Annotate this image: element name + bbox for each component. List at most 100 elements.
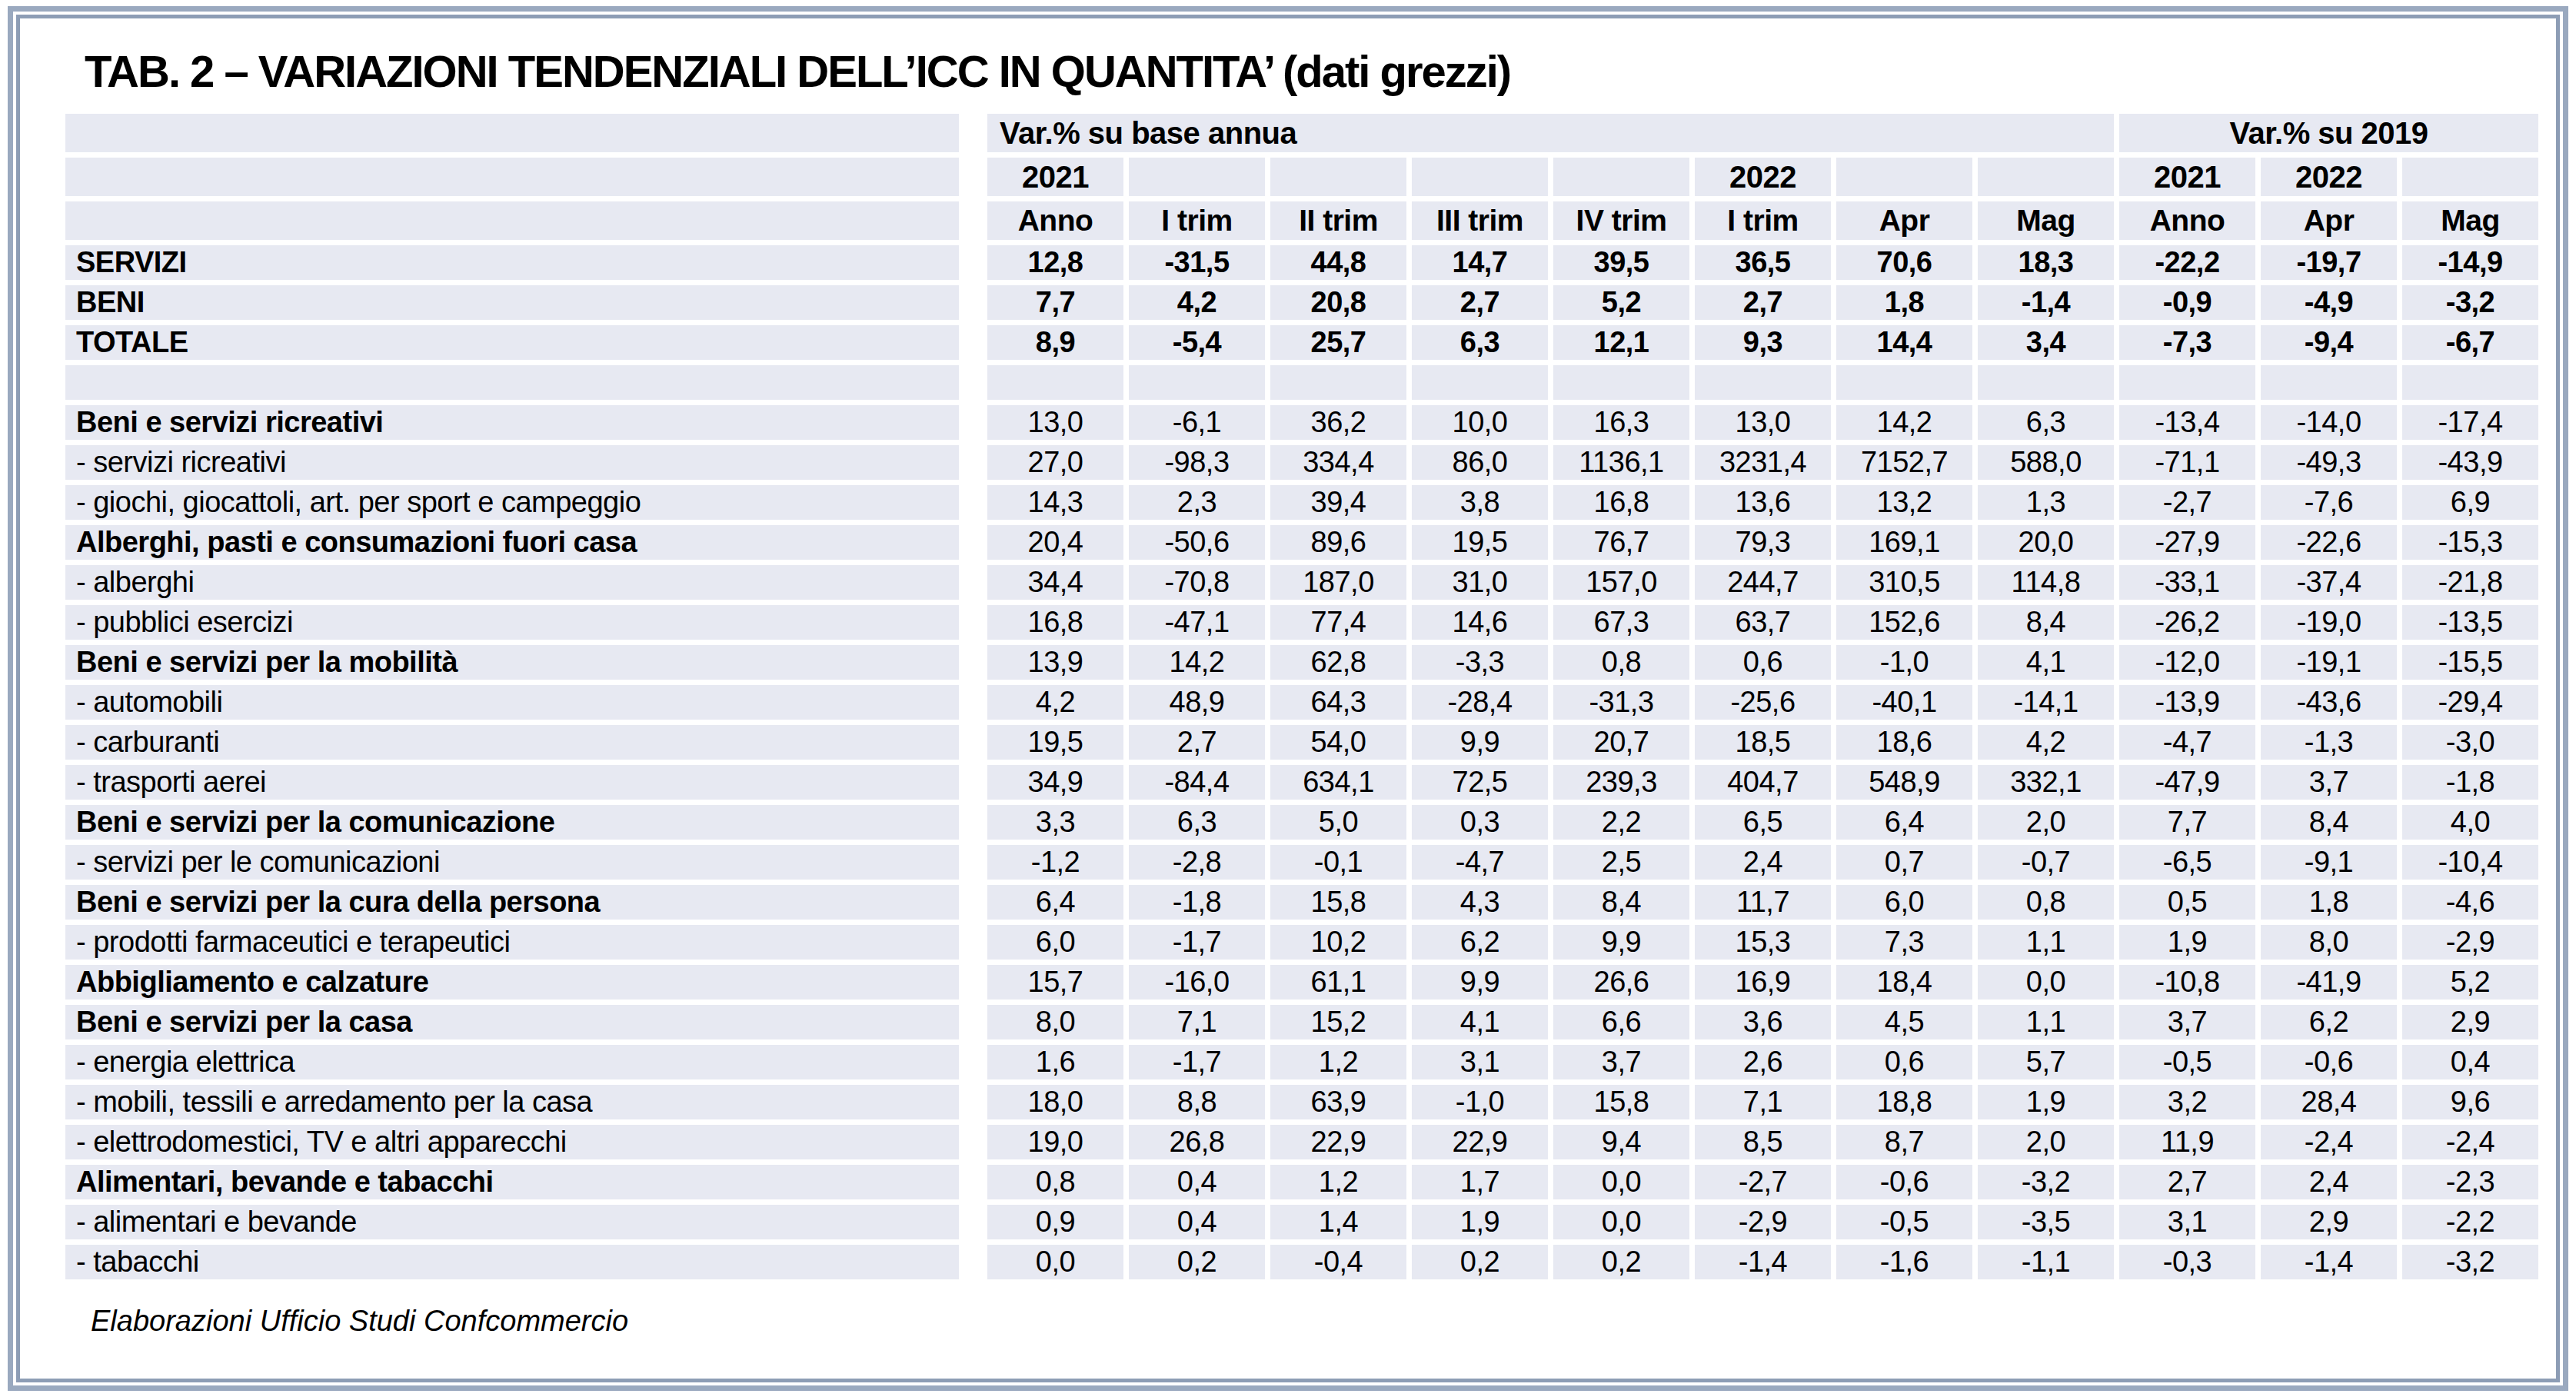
value-cell: 19,5 (1412, 525, 1548, 560)
value-cell: 63,9 (1270, 1085, 1406, 1119)
value-cell: 16,9 (1695, 965, 1831, 1000)
year-header (1270, 158, 1406, 196)
value-cell: 8,5 (1695, 1125, 1831, 1159)
value-cell: -4,7 (1412, 845, 1548, 880)
value-cell: 14,2 (1129, 645, 1265, 680)
value-cell: -0,6 (1836, 1165, 1972, 1199)
value-cell: -13,4 (2119, 405, 2255, 440)
year-header: 2022 (1695, 158, 1831, 196)
value-cell: -15,3 (2402, 525, 2538, 560)
value-cell: 27,0 (987, 445, 1123, 480)
row-label: - carburanti (65, 725, 982, 760)
value-cell: -2,9 (2402, 925, 2538, 960)
value-cell: -21,8 (2402, 565, 2538, 600)
value-cell: 3,8 (1412, 485, 1548, 520)
value-cell: 6,4 (987, 885, 1123, 920)
table-row: - automobili4,248,964,3-28,4-31,3-25,6-4… (65, 685, 2538, 720)
value-cell: 2,5 (1553, 845, 1689, 880)
value-cell: 2,9 (2402, 1005, 2538, 1039)
value-cell: -19,0 (2261, 605, 2397, 640)
value-cell: 0,0 (1553, 1205, 1689, 1239)
value-cell: -98,3 (1129, 445, 1265, 480)
value-cell: -1,3 (2261, 725, 2397, 760)
column-header: Mag (2402, 201, 2538, 240)
value-cell: 0,7 (1836, 845, 1972, 880)
value-cell: 16,8 (987, 605, 1123, 640)
value-cell: 8,0 (987, 1005, 1123, 1039)
value-cell: 8,8 (1129, 1085, 1265, 1119)
table-row: - alimentari e bevande0,90,41,41,90,0-2,… (65, 1205, 2538, 1239)
value-cell: 6,6 (1553, 1005, 1689, 1039)
value-cell: 13,2 (1836, 485, 1972, 520)
year-header-row: 2021202220212022 (65, 158, 2538, 196)
row-label: - servizi ricreativi (65, 445, 982, 480)
value-cell (2119, 365, 2255, 400)
value-cell: -6,7 (2402, 325, 2538, 360)
value-cell: -0,4 (1270, 1245, 1406, 1279)
row-label: - energia elettrica (65, 1045, 982, 1079)
value-cell: -9,1 (2261, 845, 2397, 880)
row-label (65, 201, 982, 240)
value-cell (1270, 365, 1406, 400)
value-cell: -0,5 (1836, 1205, 1972, 1239)
value-cell: 588,0 (1978, 445, 2114, 480)
group-header-annual: Var.% su base annua (987, 114, 2114, 152)
value-cell: 10,2 (1270, 925, 1406, 960)
value-cell: 0,0 (1978, 965, 2114, 1000)
value-cell: 76,7 (1553, 525, 1689, 560)
value-cell: 2,4 (2261, 1165, 2397, 1199)
column-header: IV trim (1553, 201, 1689, 240)
value-cell: 634,1 (1270, 765, 1406, 800)
value-cell (2261, 365, 2397, 400)
value-cell: 8,4 (1978, 605, 2114, 640)
value-cell: 244,7 (1695, 565, 1831, 600)
value-cell: 169,1 (1836, 525, 1972, 560)
value-cell: 25,7 (1270, 325, 1406, 360)
value-cell: 8,9 (987, 325, 1123, 360)
value-cell: 10,0 (1412, 405, 1548, 440)
value-cell: 8,0 (2261, 925, 2397, 960)
row-label (65, 365, 982, 400)
value-cell: 1,9 (1978, 1085, 2114, 1119)
value-cell: -40,1 (1836, 685, 1972, 720)
value-cell: 16,3 (1553, 405, 1689, 440)
value-cell: -17,4 (2402, 405, 2538, 440)
row-label: - trasporti aerei (65, 765, 982, 800)
value-cell (1695, 365, 1831, 400)
value-cell: 0,8 (1978, 885, 2114, 920)
page-content: TAB. 2 – VARIAZIONI TENDENZIALI DELL’ICC… (20, 18, 2556, 1379)
value-cell: -2,7 (2119, 485, 2255, 520)
value-cell: 14,4 (1836, 325, 1972, 360)
value-cell: 2,7 (2119, 1165, 2255, 1199)
value-cell: 18,6 (1836, 725, 1972, 760)
value-cell: -3,2 (2402, 285, 2538, 320)
value-cell: -16,0 (1129, 965, 1265, 1000)
value-cell: 9,4 (1553, 1125, 1689, 1159)
value-cell: -0,9 (2119, 285, 2255, 320)
value-cell: 4,1 (1412, 1005, 1548, 1039)
value-cell: 9,6 (2402, 1085, 2538, 1119)
group-header-2019: Var.% su 2019 (2119, 114, 2538, 152)
value-cell: 1,6 (987, 1045, 1123, 1079)
value-cell: -0,7 (1978, 845, 2114, 880)
value-cell: 70,6 (1836, 245, 1972, 280)
value-cell: -7,6 (2261, 485, 2397, 520)
value-cell: 9,3 (1695, 325, 1831, 360)
value-cell: 1,1 (1978, 925, 2114, 960)
row-label: SERVIZI (65, 245, 982, 280)
column-header: Anno (2119, 201, 2255, 240)
source-note: Elaborazioni Ufficio Studi Confcommercio (91, 1305, 2556, 1338)
table-row: BENI7,74,220,82,75,22,71,8-1,4-0,9-4,9-3… (65, 285, 2538, 320)
value-cell: -25,6 (1695, 685, 1831, 720)
value-cell: 20,0 (1978, 525, 2114, 560)
value-cell: 3,7 (1553, 1045, 1689, 1079)
table-row: TOTALE8,9-5,425,76,312,19,314,43,4-7,3-9… (65, 325, 2538, 360)
value-cell: -22,2 (2119, 245, 2255, 280)
value-cell: 6,5 (1695, 805, 1831, 840)
value-cell: 11,7 (1695, 885, 1831, 920)
row-label: Beni e servizi ricreativi (65, 405, 982, 440)
value-cell: 548,9 (1836, 765, 1972, 800)
table-body: SERVIZI12,8-31,544,814,739,536,570,618,3… (65, 245, 2538, 1279)
value-cell: 79,3 (1695, 525, 1831, 560)
value-cell: 31,0 (1412, 565, 1548, 600)
